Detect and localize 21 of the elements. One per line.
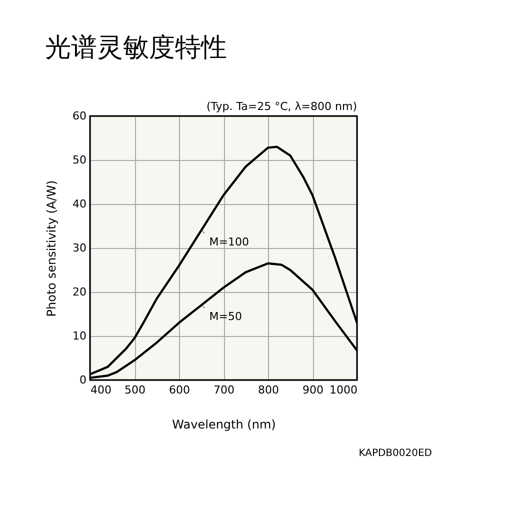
text: KAPDB0020ED [358,448,432,459]
y-tick-label: 50 [72,154,86,166]
chart-title: 光谱灵敏度特性 [45,33,228,63]
x-tick-label: 600 [169,384,190,396]
y-tick-label: 0 [80,374,86,386]
y-tick-label: 30 [72,242,86,254]
x-axis-title: Wavelength (nm) [172,418,276,432]
chart-subtitle: (Typ. Ta=25 °C, λ=800 nm) [206,100,357,113]
y-axis-title: Photo sensitivity (A/W) [44,180,59,317]
y-tick-label: 40 [72,198,86,210]
x-tick-label: 700 [214,384,234,396]
y-tick-label: 60 [72,110,86,122]
y-tick-label: 10 [72,330,86,342]
x-tick-label: 400 [90,384,112,396]
x-tick-label: 800 [258,384,279,396]
series-label: M=50 [209,310,242,324]
y-tick-label: 20 [72,286,86,298]
x-tick-label: 500 [124,384,146,396]
x-tick-label: 1000 [330,384,358,396]
x-tick-label: 900 [302,384,324,396]
series-label: M=100 [209,235,249,248]
